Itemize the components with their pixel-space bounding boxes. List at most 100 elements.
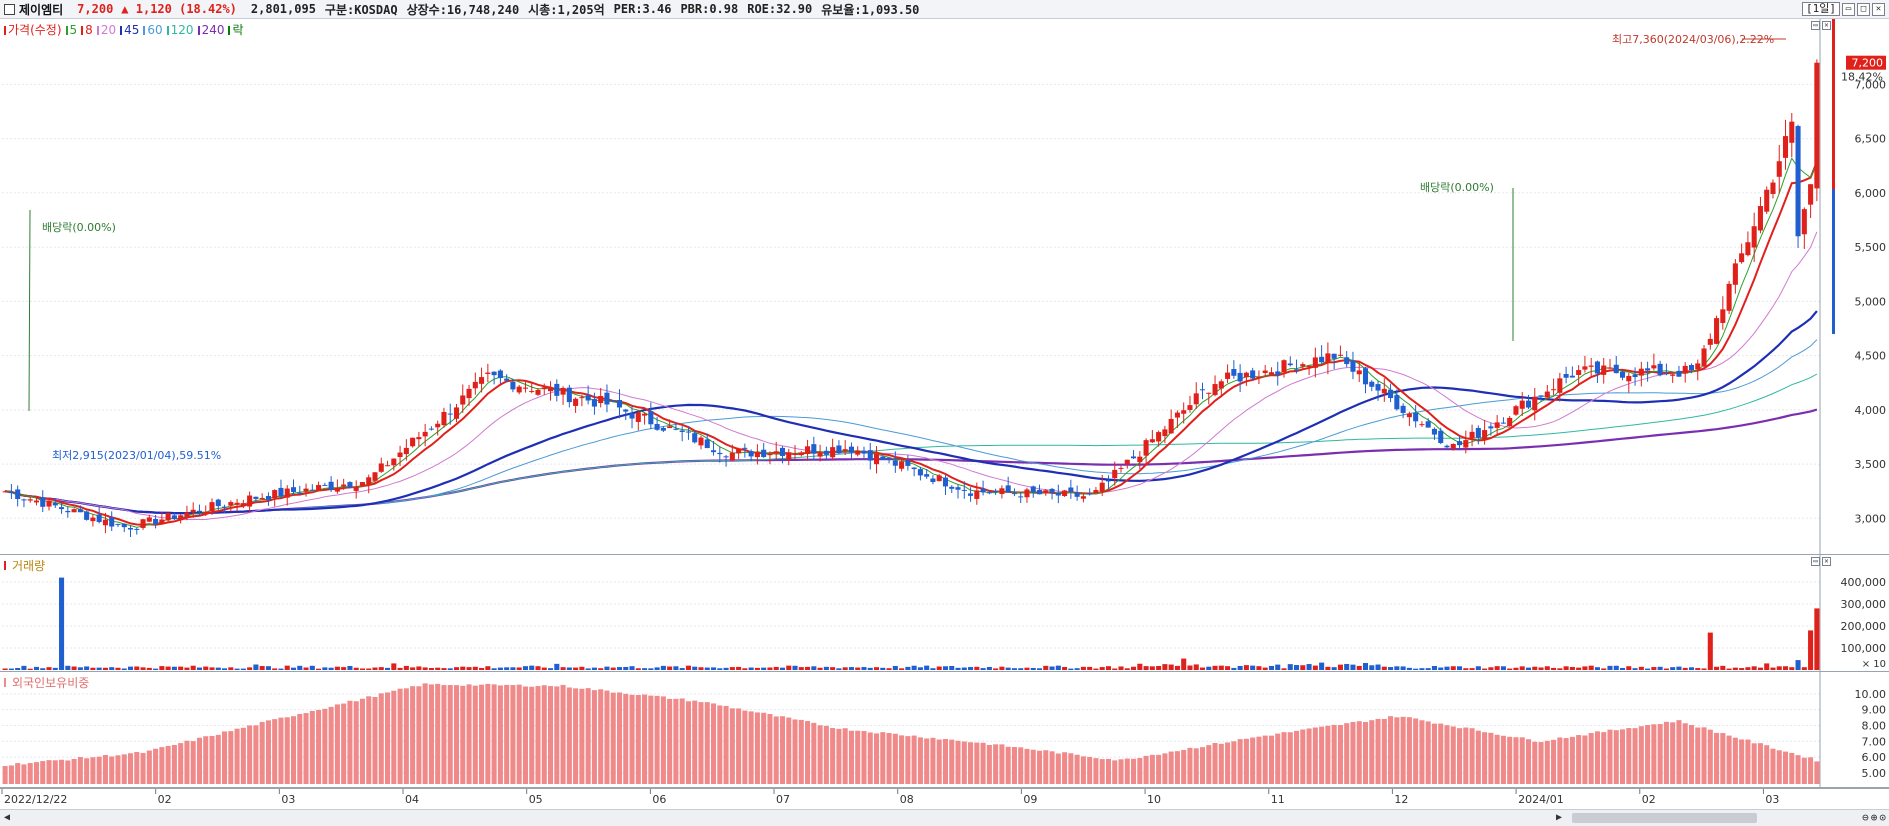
- candle[interactable]: [1036, 484, 1043, 495]
- volume-bar[interactable]: [754, 667, 760, 670]
- foreign-bar[interactable]: [598, 689, 604, 784]
- candle[interactable]: [52, 498, 58, 508]
- candle[interactable]: [830, 438, 836, 461]
- volume-bar[interactable]: [1199, 667, 1206, 670]
- legend-item-ma20[interactable]: 20: [96, 23, 116, 37]
- candle[interactable]: [1325, 342, 1331, 375]
- volume-bar[interactable]: [1450, 666, 1456, 670]
- foreign-bar[interactable]: [548, 686, 554, 784]
- legend-item-ma240[interactable]: 240: [197, 23, 224, 37]
- foreign-bar[interactable]: [40, 761, 46, 784]
- foreign-bar[interactable]: [1400, 716, 1406, 784]
- candle[interactable]: [1074, 485, 1080, 501]
- volume-bar[interactable]: [742, 668, 748, 670]
- volume-bar[interactable]: [2, 668, 8, 670]
- candle[interactable]: [710, 440, 717, 456]
- candle[interactable]: [999, 485, 1005, 499]
- foreign-bar[interactable]: [616, 692, 623, 784]
- volume-bar[interactable]: [1500, 666, 1506, 670]
- candle[interactable]: [203, 505, 209, 516]
- candle[interactable]: [748, 449, 754, 462]
- foreign-bar[interactable]: [1275, 733, 1281, 784]
- candle[interactable]: [84, 510, 90, 521]
- volume-bar[interactable]: [190, 665, 196, 670]
- volume-bar[interactable]: [1011, 668, 1017, 670]
- legend-item-ma60[interactable]: 60: [143, 23, 163, 37]
- volume-bar[interactable]: [1162, 664, 1168, 670]
- candle[interactable]: [1199, 382, 1206, 400]
- volume-bar[interactable]: [1055, 665, 1061, 670]
- volume-bar[interactable]: [1469, 668, 1475, 670]
- zoom-in-icon[interactable]: ⊕: [1870, 811, 1878, 824]
- volume-bar[interactable]: [667, 666, 673, 670]
- scroll-right-icon[interactable]: ▶: [1556, 812, 1563, 823]
- foreign-bar[interactable]: [767, 714, 773, 784]
- foreign-bar[interactable]: [1068, 753, 1074, 784]
- volume-bar[interactable]: [817, 667, 823, 670]
- volume-bar[interactable]: [1206, 666, 1212, 670]
- foreign-bar[interactable]: [1294, 730, 1300, 784]
- foreign-bar[interactable]: [52, 760, 58, 784]
- candle[interactable]: [1275, 361, 1281, 386]
- volume-bar[interactable]: [1551, 667, 1557, 670]
- legend-item-price[interactable]: 가격(수정): [4, 21, 62, 38]
- foreign-bar[interactable]: [1582, 735, 1588, 784]
- candle[interactable]: [1795, 124, 1801, 248]
- volume-bar[interactable]: [1099, 667, 1105, 670]
- volume-bar[interactable]: [27, 668, 33, 670]
- foreign-bar[interactable]: [77, 757, 83, 784]
- candle[interactable]: [1701, 344, 1707, 369]
- volume-bar[interactable]: [654, 667, 660, 670]
- candle[interactable]: [1312, 347, 1318, 378]
- volume-bar[interactable]: [1319, 662, 1325, 670]
- legend-item-dividend[interactable]: 락: [228, 21, 244, 38]
- foreign-bar[interactable]: [1500, 735, 1506, 784]
- foreign-bar[interactable]: [1030, 749, 1036, 784]
- volume-bar[interactable]: [541, 667, 547, 670]
- volume-bar[interactable]: [792, 665, 798, 670]
- candle[interactable]: [805, 439, 811, 461]
- candle[interactable]: [811, 436, 817, 461]
- foreign-bar[interactable]: [1212, 743, 1218, 784]
- candle[interactable]: [642, 412, 648, 425]
- foreign-bar[interactable]: [635, 694, 641, 784]
- volume-bar[interactable]: [1400, 666, 1406, 670]
- volume-bar[interactable]: [779, 667, 786, 670]
- foreign-bar[interactable]: [460, 685, 466, 784]
- volume-bar[interactable]: [416, 666, 422, 670]
- candle[interactable]: [1105, 475, 1112, 490]
- foreign-bar[interactable]: [968, 742, 974, 784]
- volume-bar[interactable]: [127, 666, 134, 670]
- candle[interactable]: [284, 485, 290, 506]
- volume-bar[interactable]: [1181, 658, 1187, 670]
- volume-bar[interactable]: [1024, 667, 1030, 670]
- candle[interactable]: [585, 385, 591, 405]
- volume-bar[interactable]: [1626, 666, 1632, 670]
- volume-bar[interactable]: [96, 667, 102, 670]
- candle[interactable]: [1231, 360, 1237, 379]
- volume-bar[interactable]: [378, 667, 384, 670]
- foreign-bar[interactable]: [1087, 756, 1093, 784]
- foreign-bar[interactable]: [253, 725, 259, 784]
- volume-bar[interactable]: [1557, 668, 1563, 670]
- volume-bar[interactable]: [673, 666, 679, 670]
- foreign-bar[interactable]: [836, 728, 842, 784]
- foreign-bar[interactable]: [1488, 732, 1494, 784]
- foreign-bar[interactable]: [1344, 723, 1350, 784]
- candle[interactable]: [955, 484, 961, 499]
- foreign-bar[interactable]: [134, 751, 140, 784]
- volume-bar[interactable]: [109, 667, 115, 670]
- candle[interactable]: [1174, 410, 1180, 428]
- candle[interactable]: [660, 426, 666, 433]
- volume-bar[interactable]: [1663, 668, 1669, 670]
- foreign-bar[interactable]: [729, 708, 735, 784]
- volume-bar[interactable]: [278, 668, 284, 670]
- foreign-bar[interactable]: [1218, 743, 1224, 784]
- volume-bar[interactable]: [65, 665, 71, 670]
- foreign-bar[interactable]: [604, 690, 610, 784]
- volume-bar[interactable]: [1156, 665, 1162, 670]
- foreign-bar[interactable]: [1619, 729, 1626, 784]
- candle[interactable]: [1149, 430, 1155, 443]
- candle[interactable]: [1062, 489, 1068, 497]
- volume-bar[interactable]: [410, 667, 416, 670]
